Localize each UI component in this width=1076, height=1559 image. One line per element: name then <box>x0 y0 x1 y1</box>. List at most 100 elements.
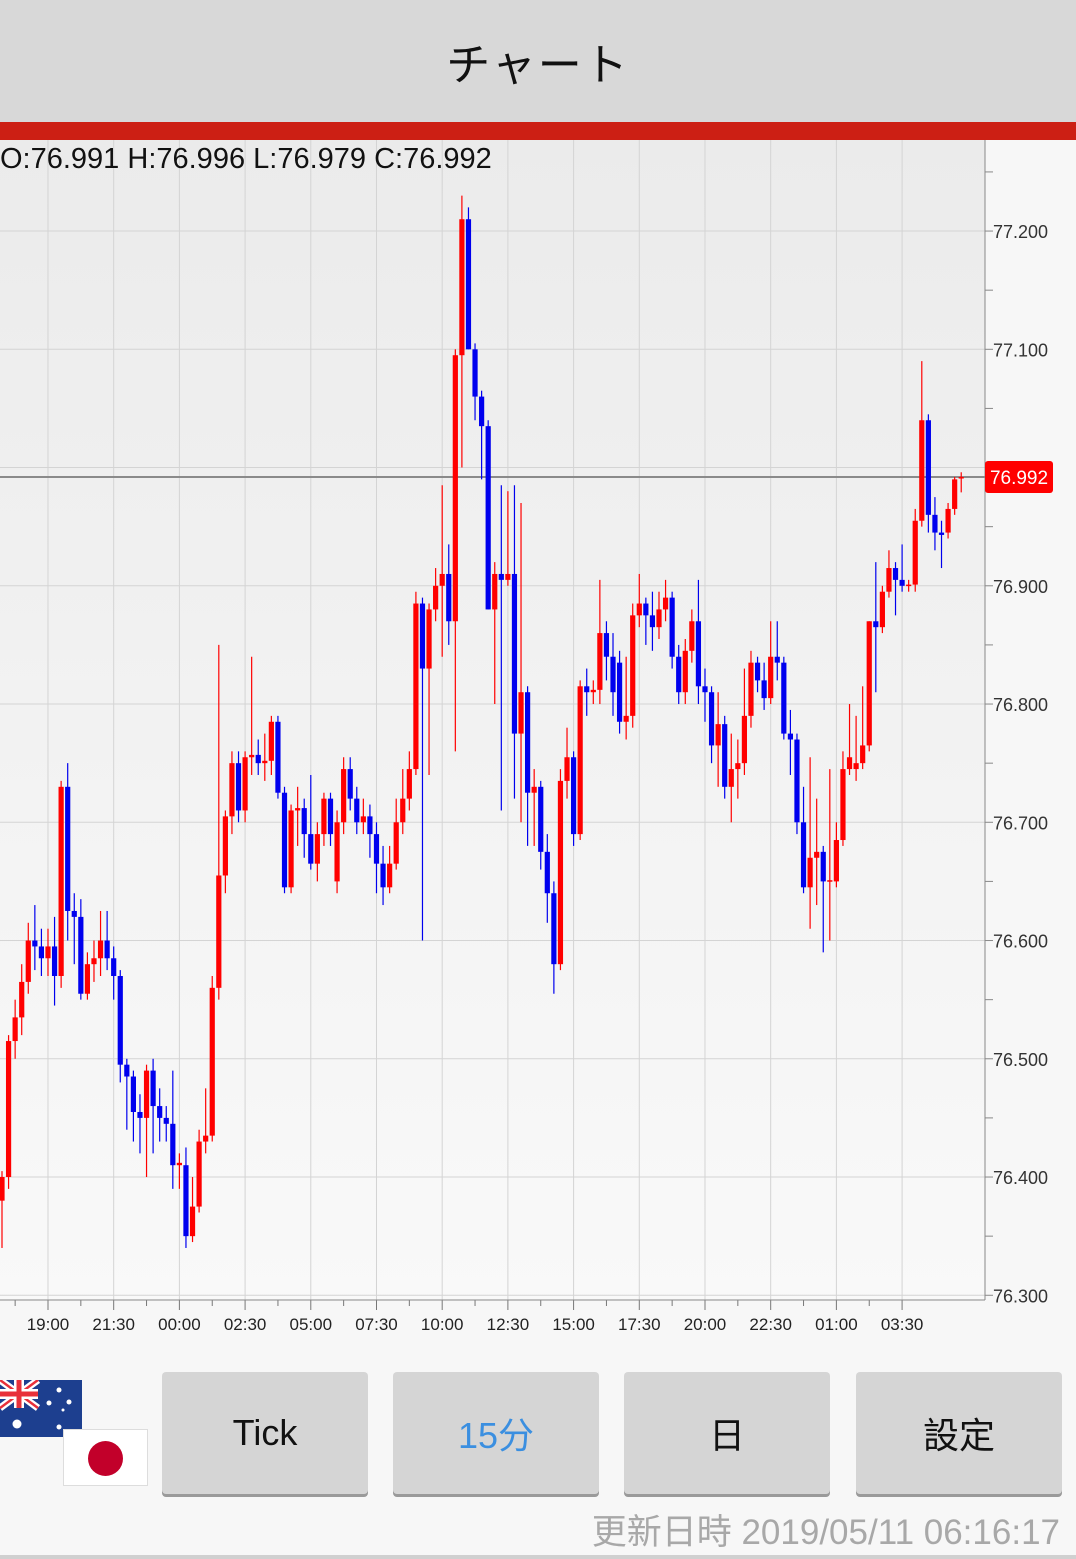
candle <box>616 650 623 734</box>
candle <box>768 621 774 705</box>
candle-body <box>235 763 242 811</box>
candle-body <box>879 591 885 628</box>
candle-body <box>919 420 925 521</box>
candle-body <box>104 940 110 959</box>
candle <box>130 1070 136 1142</box>
ohlc-readout: O:76.991 H:76.996 L:76.979 C:76.992 <box>0 143 492 175</box>
candlestick-chart[interactable]: 76.300 76.400 76.500 76.600 76.700 76.800 76.9… <box>0 140 1076 1372</box>
candle <box>275 715 281 799</box>
candle-body <box>380 863 386 888</box>
candle-body <box>249 754 255 758</box>
candle-body <box>419 603 426 669</box>
candle <box>150 1058 156 1154</box>
candle-body <box>735 763 741 770</box>
candle-body <box>820 851 826 882</box>
candle-body <box>708 692 715 746</box>
candle <box>222 810 228 894</box>
candle <box>479 390 485 480</box>
candle <box>682 639 688 705</box>
candle-body <box>807 857 813 888</box>
candle-body <box>203 1135 209 1142</box>
candle-body <box>393 822 399 864</box>
daily-button-label: 日 <box>708 1415 745 1456</box>
15min-button[interactable]: 15分 <box>393 1372 599 1494</box>
candle-body <box>209 987 215 1136</box>
candle <box>623 656 629 740</box>
candle <box>505 491 511 586</box>
candle-body <box>715 724 721 746</box>
candle <box>925 414 931 533</box>
candle <box>334 810 340 894</box>
candle <box>833 822 839 888</box>
candle-body <box>288 810 294 888</box>
daily-button[interactable]: 日 <box>624 1372 830 1494</box>
candle <box>518 503 524 823</box>
candle <box>104 910 110 971</box>
candle-body <box>702 686 708 693</box>
candle-body <box>426 609 432 669</box>
candle-body <box>97 940 104 959</box>
candle <box>235 751 242 823</box>
candle <box>111 946 117 1000</box>
candle-body <box>314 834 320 864</box>
candle <box>419 597 426 941</box>
settings-button-label: 設定 <box>922 1415 995 1456</box>
candle <box>216 644 222 1000</box>
candle-body <box>400 798 406 823</box>
currency-pair-flags[interactable] <box>0 1378 160 1490</box>
candle-body <box>754 662 761 681</box>
candle <box>400 769 406 835</box>
candle-body <box>577 686 583 835</box>
settings-button[interactable]: 設定 <box>856 1372 1062 1494</box>
x-tick-label: 07:30 <box>355 1315 398 1334</box>
candle <box>827 769 833 941</box>
candle <box>268 715 274 775</box>
candle-body <box>38 946 45 959</box>
price-tag-label: 76.992 <box>990 468 1048 489</box>
candle <box>5 1035 12 1189</box>
tick-button[interactable]: Tick <box>162 1372 368 1494</box>
candle-body <box>341 769 347 823</box>
candle <box>754 656 761 693</box>
candle-body <box>800 822 807 888</box>
candle <box>380 845 386 906</box>
candle-body <box>630 615 636 716</box>
x-tick-label: 19:00 <box>27 1315 70 1334</box>
candle <box>38 928 45 977</box>
candle-body <box>387 863 393 888</box>
candle <box>472 343 478 421</box>
candle <box>570 751 577 846</box>
candle-body <box>564 757 570 781</box>
candle-body <box>590 689 596 693</box>
candle <box>577 680 583 841</box>
candle <box>511 485 518 799</box>
candle <box>45 928 51 977</box>
candle-body <box>465 219 472 350</box>
x-tick-label: 22:30 <box>749 1315 792 1334</box>
candle-body <box>170 1123 176 1166</box>
candle-body <box>196 1141 202 1207</box>
candle-body <box>229 763 235 817</box>
candle <box>531 769 537 846</box>
candle <box>741 668 748 775</box>
candle <box>932 497 938 551</box>
candle <box>91 940 97 982</box>
x-tick-label: 03:30 <box>881 1315 924 1334</box>
candle-body <box>787 733 793 740</box>
candle-body <box>649 615 656 628</box>
candle <box>25 922 31 994</box>
candle <box>919 361 925 527</box>
candle <box>873 562 879 693</box>
candle <box>945 503 951 539</box>
candle-body <box>111 958 117 977</box>
candle <box>794 733 800 835</box>
candle <box>564 727 570 799</box>
candle-body <box>262 760 268 764</box>
candle-body <box>143 1070 150 1118</box>
x-tick-label: 12:30 <box>487 1315 530 1334</box>
candle-body <box>485 426 491 610</box>
candle-body <box>452 355 458 622</box>
x-tick-label: 17:30 <box>618 1315 661 1334</box>
candle <box>117 970 123 1083</box>
candle <box>492 562 498 705</box>
